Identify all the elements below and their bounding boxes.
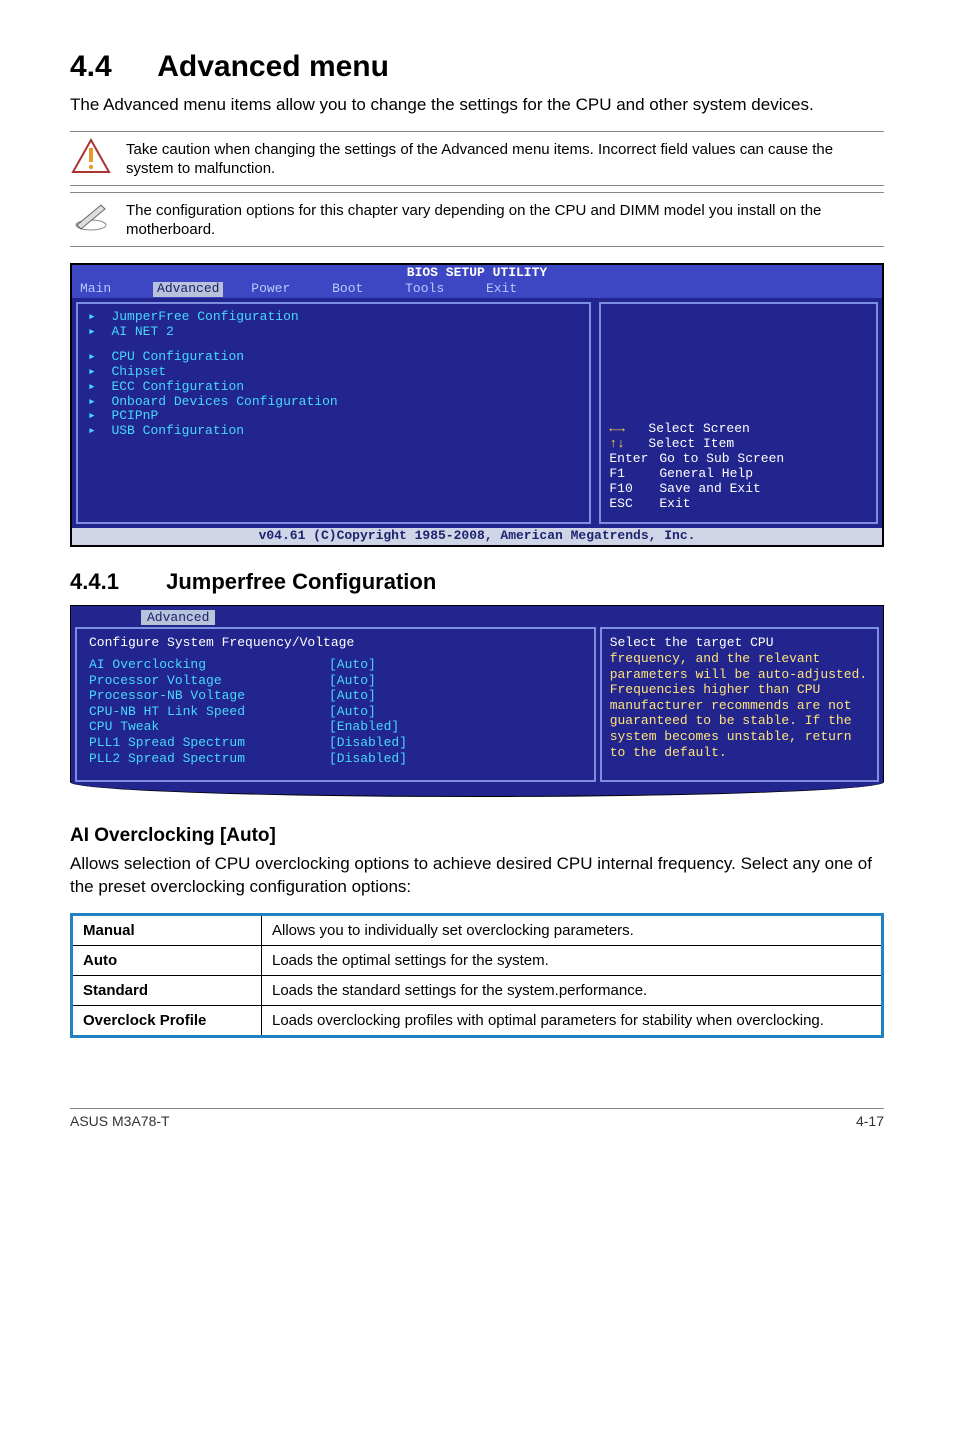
option-desc: Loads the standard settings for the syst… (262, 975, 883, 1005)
overclock-options-table: Manual Allows you to individually set ov… (70, 913, 884, 1038)
bios2-tab-advanced: Advanced (141, 610, 215, 626)
table-row: Manual Allows you to individually set ov… (72, 914, 883, 945)
bios-jumperfree-screenshot: Advanced Configure System Frequency/Volt… (70, 605, 884, 797)
pencil-icon (70, 199, 112, 233)
table-row: Standard Loads the standard settings for… (72, 975, 883, 1005)
bios2-help-text: frequency, and the relevant parameters w… (610, 651, 869, 760)
bios2-settings-pane: Configure System Frequency/Voltage AI Ov… (75, 627, 596, 782)
bios-help-pane: ←→ Select Screen ↑↓ Select Item EnterGo … (599, 302, 878, 524)
info-text: The configuration options for this chapt… (126, 199, 884, 240)
bios-key-help: ←→ Select Screen ↑↓ Select Item EnterGo … (609, 422, 868, 512)
bios-main-screenshot: BIOS SETUP UTILITY Main Advanced Power B… (70, 263, 884, 547)
bios-title: BIOS SETUP UTILITY (72, 265, 882, 282)
option-name: Overclock Profile (72, 1005, 262, 1036)
subsection-heading: 4.4.1 Jumperfree Configuration (70, 569, 884, 595)
bios-menu-item: ▸ CPU Configuration (88, 350, 579, 365)
bios-tab-exit: Exit (486, 282, 531, 297)
caution-icon (70, 138, 112, 174)
bios-menu-item: ▸ JumperFree Configuration (88, 310, 579, 325)
bios2-row: CPU Tweak[Enabled] (89, 719, 582, 735)
bios-menu-item: ▸ PCIPnP (88, 409, 579, 424)
ai-overclocking-heading: AI Overclocking [Auto] (70, 825, 884, 847)
bios-footer: v04.61 (C)Copyright 1985-2008, American … (72, 528, 882, 545)
table-row: Auto Loads the optimal settings for the … (72, 945, 883, 975)
bios2-pane-header: Configure System Frequency/Voltage (89, 635, 582, 651)
footer-page-number: 4-17 (856, 1113, 884, 1129)
bios2-help-pane: Select the target CPU frequency, and the… (600, 627, 879, 782)
bios-menu-item: ▸ Onboard Devices Configuration (88, 395, 579, 410)
bios2-row: Processor Voltage[Auto] (89, 673, 582, 689)
bios2-row: AI Overclocking[Auto] (89, 657, 582, 673)
bios-menu-item: ▸ AI NET 2 (88, 325, 579, 340)
caution-note: Take caution when changing the settings … (70, 131, 884, 186)
option-name: Auto (72, 945, 262, 975)
option-desc: Loads overclocking profiles with optimal… (262, 1005, 883, 1036)
bios2-row: Processor-NB Voltage[Auto] (89, 688, 582, 704)
bios-menu-pane: ▸ JumperFree Configuration ▸ AI NET 2 ▸ … (76, 302, 591, 524)
subsection-number: 4.4.1 (70, 569, 160, 595)
option-name: Standard (72, 975, 262, 1005)
section-number: 4.4 (70, 50, 150, 84)
caution-text: Take caution when changing the settings … (126, 138, 884, 179)
option-desc: Loads the optimal settings for the syste… (262, 945, 883, 975)
section-heading: 4.4 Advanced menu (70, 50, 884, 84)
subsection-title: Jumperfree Configuration (166, 569, 436, 594)
bios-tab-row: Main Advanced Power Boot Tools Exit (72, 282, 882, 298)
footer-model: ASUS M3A78-T (70, 1113, 170, 1129)
bios-menu-item: ▸ ECC Configuration (88, 380, 579, 395)
bios-tab-power: Power (251, 282, 304, 297)
bios-menu-item: ▸ Chipset (88, 365, 579, 380)
bios-tab-advanced: Advanced (153, 282, 223, 297)
option-name: Manual (72, 914, 262, 945)
bios-tab-tools: Tools (405, 282, 458, 297)
info-note: The configuration options for this chapt… (70, 192, 884, 247)
bios-tab-boot: Boot (332, 282, 377, 297)
bios-menu-item: ▸ USB Configuration (88, 424, 579, 439)
bios2-row: PLL1 Spread Spectrum[Disabled] (89, 735, 582, 751)
ai-overclocking-desc: Allows selection of CPU overclocking opt… (70, 853, 884, 899)
option-desc: Allows you to individually set overclock… (262, 914, 883, 945)
page-footer: ASUS M3A78-T 4-17 (70, 1108, 884, 1129)
bios2-row: PLL2 Spread Spectrum[Disabled] (89, 751, 582, 767)
bios2-help-highlight: Select the target CPU (610, 635, 869, 651)
bios2-row: CPU-NB HT Link Speed[Auto] (89, 704, 582, 720)
table-row: Overclock Profile Loads overclocking pro… (72, 1005, 883, 1036)
intro-paragraph: The Advanced menu items allow you to cha… (70, 94, 884, 117)
bios-tab-main: Main (80, 282, 125, 297)
section-title-text: Advanced menu (157, 50, 389, 83)
